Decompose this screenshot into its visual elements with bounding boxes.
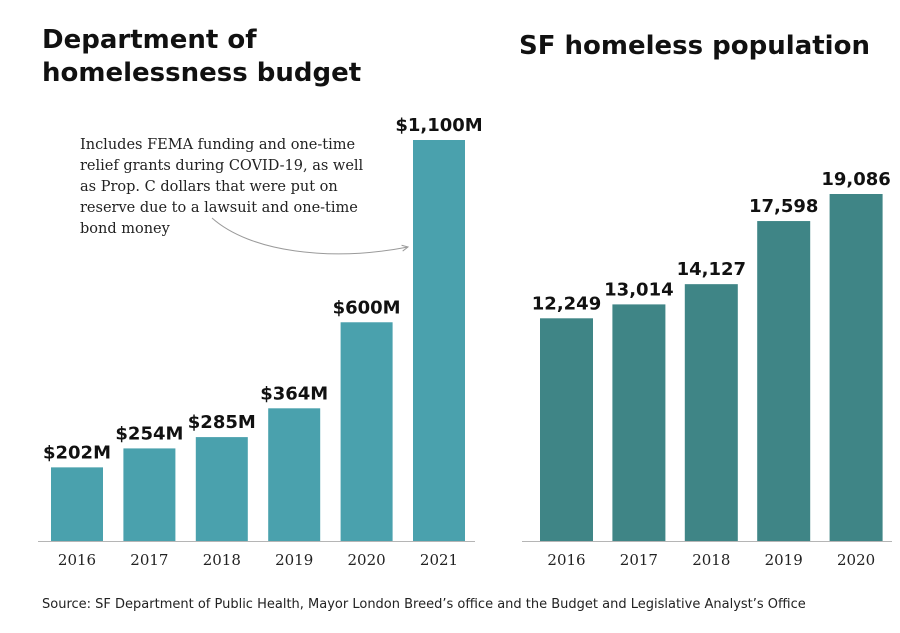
budget-value-label: $1,100M xyxy=(395,115,482,136)
population-chart: 12,249 2016 13,014 2017 14,127 2018 17,598 2019… xyxy=(522,169,892,569)
budget-tick-label: 2019 xyxy=(275,551,313,569)
population-bar-2019 xyxy=(757,221,811,541)
population-tick-label: 2018 xyxy=(692,551,730,569)
population-value-label: 19,086 xyxy=(821,169,890,190)
population-value-label: 17,598 xyxy=(749,196,818,217)
budget-tick-label: 2017 xyxy=(130,551,168,569)
budget-chart: $202M 2016 $254M 2017 $285M 2018 $364M 2019 $600… xyxy=(38,115,483,569)
budget-tick-label: 2020 xyxy=(348,551,386,569)
budget-value-label: $202M xyxy=(43,442,111,463)
budget-bar-2017 xyxy=(123,448,176,541)
budget-tick-label: 2018 xyxy=(203,551,241,569)
budget-value-label: $364M xyxy=(260,383,328,404)
population-chart-title: SF homeless population xyxy=(519,31,870,61)
population-value-label: 12,249 xyxy=(532,293,601,314)
population-bar-2020 xyxy=(829,194,883,541)
annotation-arrow xyxy=(211,217,408,255)
budget-bar-2019 xyxy=(268,408,321,541)
population-tick-label: 2016 xyxy=(547,551,585,569)
population-bar-2018 xyxy=(684,284,738,541)
budget-bar-2018 xyxy=(195,437,248,541)
source-note: Source: SF Department of Public Health, … xyxy=(42,597,806,612)
budget-bar-2021 xyxy=(413,140,465,541)
budget-value-label: $600M xyxy=(333,297,401,318)
budget-chart-title: Department of homelessness budget xyxy=(42,25,362,88)
population-bar-2016 xyxy=(540,318,593,541)
budget-tick-label: 2021 xyxy=(420,551,458,569)
population-tick-label: 2020 xyxy=(837,551,875,569)
budget-value-label: $254M xyxy=(115,423,183,444)
budget-bar-2016 xyxy=(51,467,103,541)
population-value-label: 14,127 xyxy=(677,259,746,280)
budget-tick-label: 2016 xyxy=(58,551,96,569)
budget-annotation: Includes FEMA funding and one-time relie… xyxy=(80,137,364,237)
population-tick-label: 2019 xyxy=(765,551,803,569)
budget-value-label: $285M xyxy=(188,412,256,433)
population-bar-2017 xyxy=(612,304,666,541)
budget-bar-2020 xyxy=(340,322,393,541)
population-value-label: 13,014 xyxy=(604,279,673,300)
population-tick-label: 2017 xyxy=(620,551,658,569)
